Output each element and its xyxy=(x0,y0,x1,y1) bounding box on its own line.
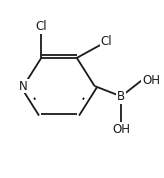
Text: Cl: Cl xyxy=(101,35,112,48)
Text: B: B xyxy=(117,90,125,103)
Text: N: N xyxy=(19,80,28,93)
Text: Cl: Cl xyxy=(35,20,47,33)
Text: OH: OH xyxy=(112,123,130,136)
Text: OH: OH xyxy=(142,74,160,87)
